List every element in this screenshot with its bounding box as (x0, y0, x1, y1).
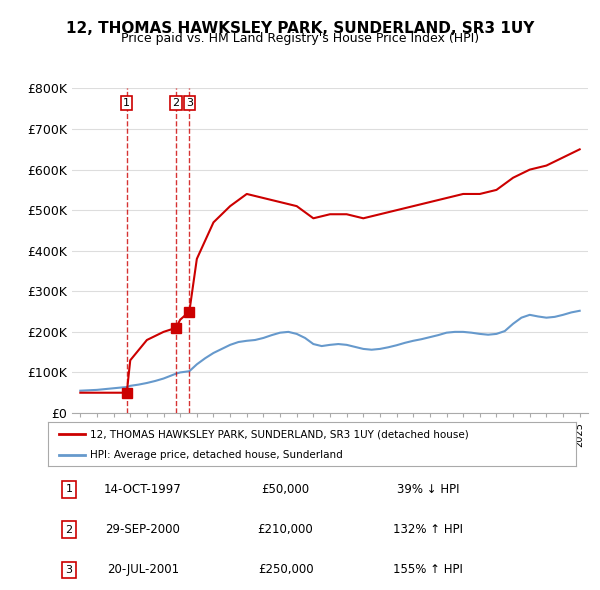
Text: 3: 3 (65, 565, 73, 575)
Text: 2: 2 (172, 98, 179, 108)
Text: 155% ↑ HPI: 155% ↑ HPI (393, 563, 463, 576)
Text: 3: 3 (186, 98, 193, 108)
Text: HPI: Average price, detached house, Sunderland: HPI: Average price, detached house, Sund… (90, 450, 343, 460)
Text: £250,000: £250,000 (258, 563, 313, 576)
Text: 39% ↓ HPI: 39% ↓ HPI (397, 483, 460, 496)
Text: 2: 2 (65, 525, 73, 535)
Text: Price paid vs. HM Land Registry's House Price Index (HPI): Price paid vs. HM Land Registry's House … (121, 32, 479, 45)
Text: 1: 1 (123, 98, 130, 108)
Text: £210,000: £210,000 (258, 523, 313, 536)
Text: 14-OCT-1997: 14-OCT-1997 (104, 483, 182, 496)
Text: 20-JUL-2001: 20-JUL-2001 (107, 563, 179, 576)
Text: 12, THOMAS HAWKSLEY PARK, SUNDERLAND, SR3 1UY (detached house): 12, THOMAS HAWKSLEY PARK, SUNDERLAND, SR… (90, 430, 469, 439)
Text: 12, THOMAS HAWKSLEY PARK, SUNDERLAND, SR3 1UY: 12, THOMAS HAWKSLEY PARK, SUNDERLAND, SR… (66, 21, 534, 35)
Text: 29-SEP-2000: 29-SEP-2000 (106, 523, 181, 536)
Text: £50,000: £50,000 (262, 483, 310, 496)
Text: 1: 1 (65, 484, 73, 494)
Text: 132% ↑ HPI: 132% ↑ HPI (393, 523, 463, 536)
